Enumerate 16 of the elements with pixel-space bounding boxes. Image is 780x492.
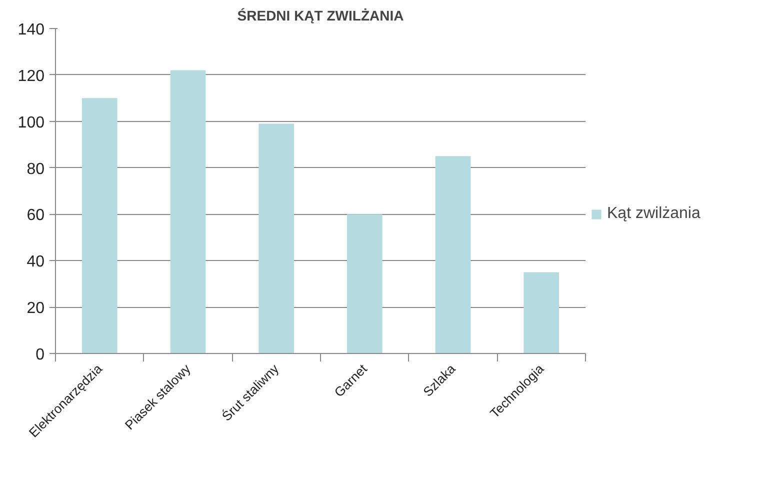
- bar: [524, 272, 559, 354]
- y-tick-label: 40: [26, 254, 45, 271]
- y-tick-label: 80: [26, 160, 45, 178]
- legend-label: Kąt zwilżania: [607, 205, 700, 223]
- y-tick-label: 140: [18, 22, 45, 38]
- chart-title: ŚREDNI KĄT ZWILŻANIA: [237, 8, 404, 24]
- y-tick-label: 0: [36, 346, 45, 364]
- y-tick-label: 60: [26, 207, 45, 224]
- bar: [347, 214, 382, 354]
- y-tick-label: 20: [26, 300, 45, 318]
- bar: [170, 70, 206, 354]
- bar: [82, 98, 118, 354]
- bar: [435, 156, 471, 354]
- y-tick-label: 120: [18, 68, 45, 85]
- bar: [258, 124, 294, 354]
- y-tick-label: 100: [18, 114, 45, 132]
